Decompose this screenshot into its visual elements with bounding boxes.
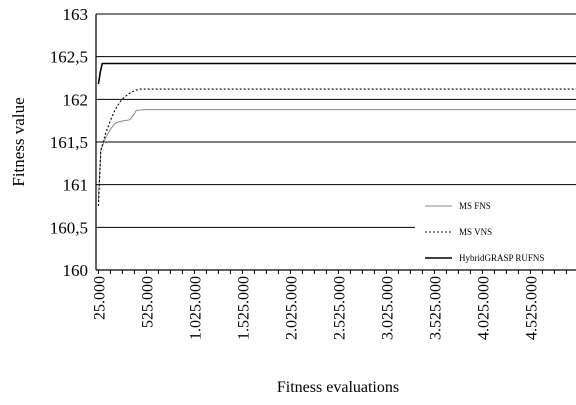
x-tick-label-6: 3.025.000 (379, 276, 396, 340)
series-line-0 (97, 109, 576, 202)
series-layer (97, 62, 576, 207)
gridlines (96, 13, 576, 271)
x-tick-label-7: 3.525.000 (427, 276, 444, 340)
series-line-2 (97, 62, 576, 85)
y-tick-label-2: 161 (63, 176, 89, 195)
series-line-1 (97, 88, 576, 207)
legend-label-1: MS VNS (459, 227, 492, 237)
legend: MS FNS MS VNS HybridGRASP RUFNS (415, 192, 576, 267)
x-tick-label-2: 1.025.000 (187, 276, 204, 340)
x-tick-labels: 25.000 525.000 1.025.000 1.525.000 2.025.000… (91, 276, 540, 340)
x-axis-label: Fitness evaluations (277, 379, 399, 396)
y-tick-label-6: 163 (63, 5, 89, 24)
x-tick-label-1: 525.000 (139, 276, 156, 328)
y-tick-label-1: 160,5 (50, 218, 88, 237)
x-tick-label-3: 1.525.000 (235, 276, 252, 340)
legend-box (415, 192, 576, 267)
y-tick-label-5: 162,5 (50, 48, 88, 67)
x-tick-label-0: 25.000 (91, 276, 108, 320)
x-tick-label-9: 4.525.000 (523, 276, 540, 340)
y-tick-label-0: 160 (63, 261, 89, 280)
x-tick-label-4: 2.025.000 (283, 276, 300, 340)
y-tick-label-4: 162 (63, 90, 89, 109)
y-tick-label-3: 161,5 (50, 133, 88, 152)
plot-frame (95, 14, 576, 271)
x-tick-label-8: 4.025.000 (475, 276, 492, 340)
y-tick-labels: 160 160,5 161 161,5 162 162,5 163 (50, 5, 88, 280)
x-tick-marks (97, 270, 567, 274)
legend-label-2: HybridGRASP RUFNS (459, 253, 544, 263)
x-tick-label-5: 2.525.000 (331, 276, 348, 340)
y-axis-label: Fitness value (9, 97, 28, 186)
legend-label-0: MS FNS (459, 201, 491, 211)
